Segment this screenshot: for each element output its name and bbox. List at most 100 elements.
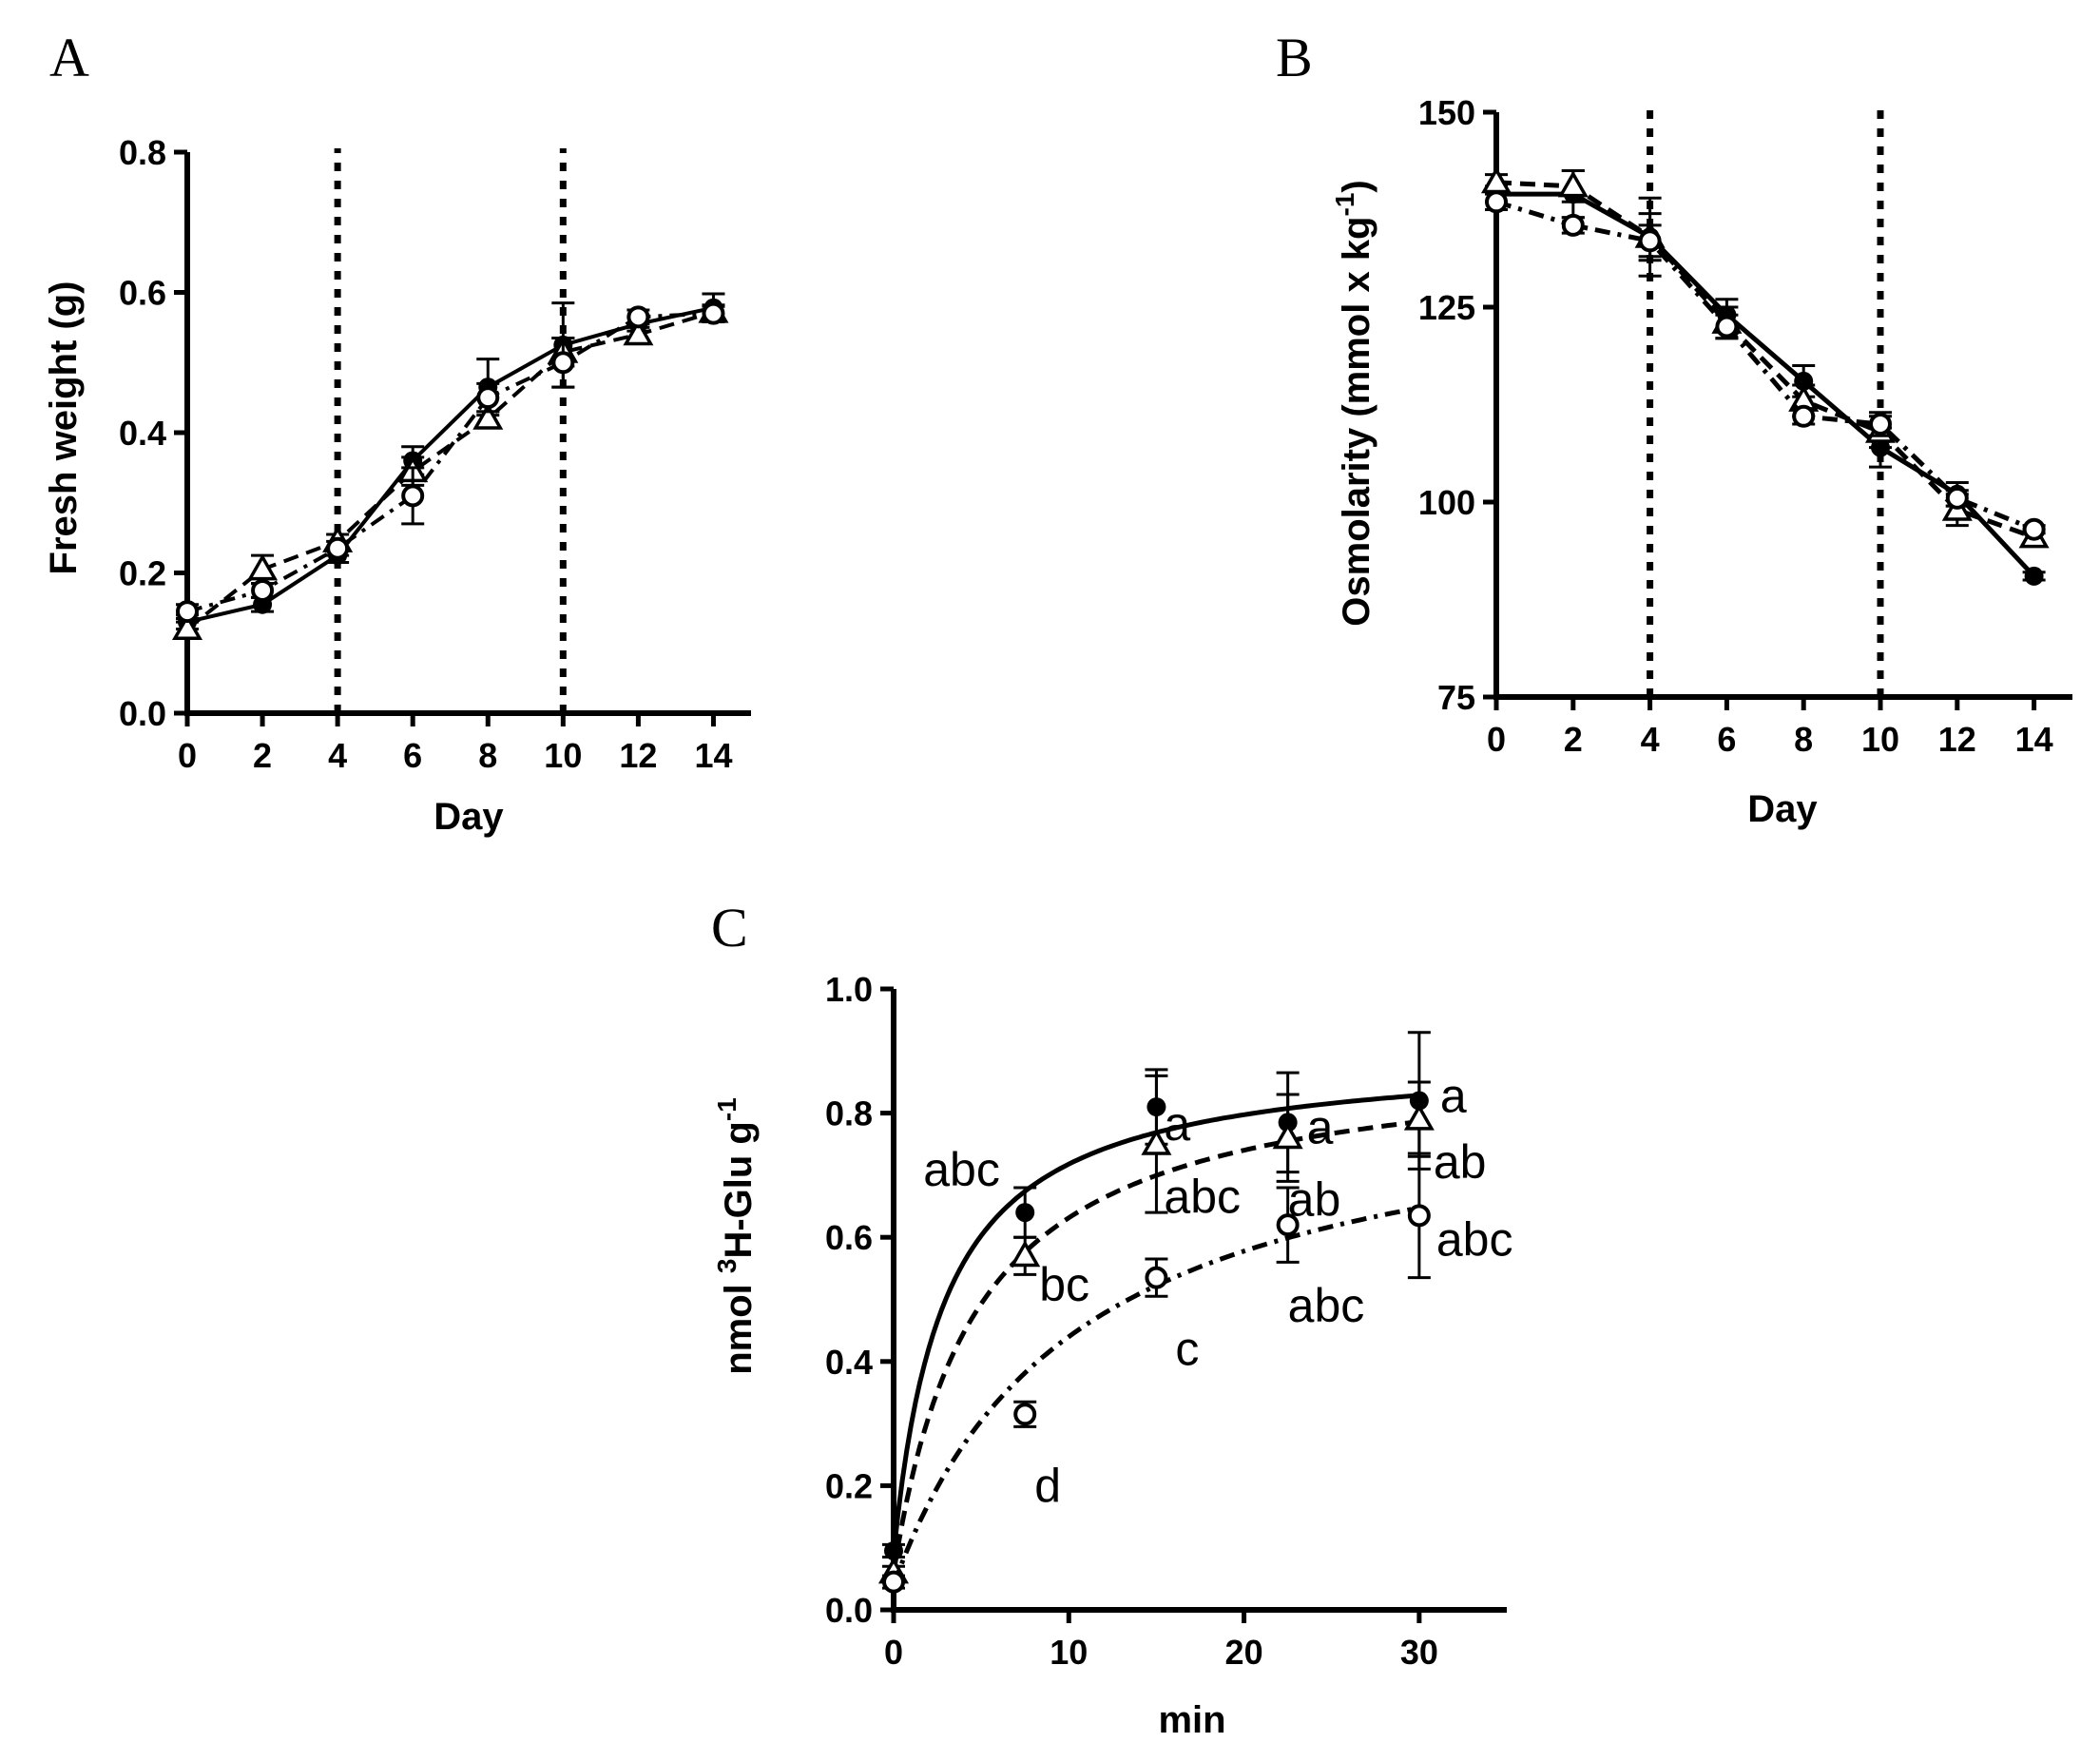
panel-a-x-tick-label: 14 — [694, 736, 732, 775]
panel-c-y-tick-label: 1.0 — [825, 970, 873, 1009]
panel-c-series-3-line — [891, 1205, 1420, 1586]
panel-a-x-tick-label: 2 — [253, 736, 272, 775]
panel-a-y-tick-label: 0.8 — [119, 133, 166, 172]
panel-b-x-tick-label: 14 — [2015, 720, 2053, 759]
panel-c-series-3-point — [882, 1570, 905, 1594]
panel-c-series-3-point — [1276, 1213, 1300, 1237]
panel-c-series-1-significance-letter: a — [1440, 1070, 1467, 1123]
panel-b-x-tick-label: 8 — [1794, 720, 1813, 759]
panel-a-y-tick-label: 0.6 — [119, 274, 166, 313]
panel-c-x-tick-label: 20 — [1225, 1633, 1263, 1672]
panel-a-x-tick-label: 4 — [328, 736, 347, 775]
panel-a-x-axis-title: Day — [433, 796, 504, 838]
panel-c-y-tick-label: 0.6 — [825, 1218, 873, 1257]
panel-c-series-1-significance-letter: a — [1307, 1100, 1334, 1153]
panel-a-x-tick-label: 8 — [478, 736, 497, 775]
panel-c-y-axis-title: nmol 3H-Glu g-1 — [712, 1097, 760, 1375]
panel-c-series-3-significance-letter: abc — [1436, 1212, 1513, 1266]
panel-c-series-2-significance-letter: bc — [1039, 1258, 1089, 1311]
panel-c-series-2-point — [1272, 1122, 1303, 1150]
panel-c-series-3: d c abc abc — [882, 1152, 1513, 1594]
panel-c-y-tick-label: 0.2 — [825, 1466, 873, 1505]
panel-c-x-tick-label: 10 — [1050, 1633, 1088, 1672]
panel-c-x-axis-title: min — [1158, 1699, 1225, 1741]
panel-b-series-2-point — [1557, 170, 1589, 198]
panel-a-y-tick-label: 0.2 — [119, 554, 166, 593]
panel-c-series-3-point — [1407, 1204, 1431, 1228]
panel-a-series-3-point — [476, 386, 500, 410]
panel-c-series-2-significance-letter: ab — [1288, 1173, 1341, 1227]
panel-c-series-2-significance-letter: ab — [1434, 1135, 1487, 1189]
panel-b-x-axis-title: Day — [1747, 788, 1818, 830]
panel-a-y-tick-label: 0.0 — [119, 694, 166, 733]
panel-a-series-2-line — [185, 310, 715, 631]
panel-b-y-tick-label: 125 — [1418, 288, 1475, 327]
panel-a-series-3-point — [401, 484, 425, 508]
panel-a-series-2-point — [247, 553, 279, 581]
panel-b-chart: B Day Osmolarity (mmol x kg-1) 751001251… — [1276, 27, 2072, 830]
panel-a-series-3-point — [176, 600, 199, 624]
panel-a-y-tick-label: 0.4 — [119, 414, 166, 453]
panel-b-series-3-line — [1495, 199, 2035, 532]
panel-c-series-3-significance-letter: abc — [1288, 1279, 1365, 1332]
panel-a-series-3-point — [626, 305, 650, 329]
panel-a-series-2-point — [472, 402, 504, 430]
panel-b-y-tick-label: 100 — [1418, 483, 1475, 522]
panel-a-series-1-line — [186, 305, 714, 625]
panel-b-series-3 — [1485, 190, 2046, 541]
panel-b-x-tick-label: 6 — [1717, 720, 1736, 759]
panel-a-x-tick-label: 10 — [544, 736, 582, 775]
panel-c-series-3-point — [1145, 1266, 1168, 1289]
panel-c-y-tick-label: 0.0 — [825, 1591, 873, 1630]
panel-b-y-tick-label: 75 — [1437, 678, 1475, 717]
panel-c-series-3-point — [1013, 1403, 1037, 1426]
panel-b-x-tick-label: 10 — [1861, 720, 1899, 759]
panel-b-y-tick-label: 150 — [1418, 93, 1475, 132]
panel-c-series-3-significance-letter: c — [1175, 1323, 1199, 1376]
panel-a-y-axis-title: Fresh weight (g) — [43, 281, 85, 575]
panel-b-y-axis-title: Osmolarity (mmol x kg-1) — [1330, 180, 1378, 626]
panel-a-series-3-point — [251, 578, 275, 602]
panel-a-series-2-point — [623, 319, 654, 346]
panel-c-series-1-significance-letter: a — [1164, 1097, 1190, 1151]
panel-b-series-3-point — [1792, 404, 1816, 428]
panel-c-chart: C min nmol 3H-Glu g-1 0.0 0.2 0.4 0.6 0.8 1.0… — [711, 897, 1512, 1741]
panel-a-series-3-line — [186, 311, 714, 614]
panel-c-letter: C — [711, 897, 748, 958]
panel-c-series-2-point — [1141, 1128, 1172, 1155]
panel-b-letter: B — [1276, 27, 1313, 88]
panel-b-x-tick-label: 4 — [1641, 720, 1660, 759]
panel-b-series-3-point — [1715, 315, 1739, 339]
panel-a-series-3 — [176, 301, 725, 624]
panel-c-x-tick-label: 0 — [884, 1633, 903, 1672]
panel-c-series-3-significance-letter: d — [1034, 1459, 1061, 1512]
panel-c-series-2-point — [1010, 1240, 1041, 1268]
panel-a-series-3-point — [326, 536, 350, 560]
panel-a-letter: A — [49, 27, 89, 88]
panel-a-series-2-point — [171, 612, 203, 640]
panel-a-x-tick-label: 12 — [619, 736, 657, 775]
panel-c-series-1-point — [1015, 1203, 1035, 1223]
panel-c-y-tick-label: 0.8 — [825, 1094, 873, 1133]
panel-c-series-2-significance-letter: abc — [1164, 1170, 1241, 1223]
panel-a-series-3-point — [702, 301, 725, 325]
panel-b-series-3-point — [1561, 213, 1585, 237]
panel-b-series-3-point — [1945, 486, 1969, 510]
panel-b-x-tick-label: 2 — [1564, 720, 1583, 759]
panel-b-series-2-line — [1495, 180, 2035, 540]
panel-b-x-tick-label: 0 — [1487, 720, 1506, 759]
panel-b-series-3-point — [2022, 517, 2046, 541]
panel-a-chart: A Day Fresh weight (g) 0.0 0.2 0.4 0.6 0.8 0 2… — [43, 27, 751, 838]
panel-b-x-tick-label: 12 — [1938, 720, 1976, 759]
panel-c-y-tick-label: 0.4 — [825, 1343, 873, 1382]
panel-c-series-1-significance-letter: abc — [923, 1143, 1000, 1196]
panel-a-x-tick-label: 0 — [178, 736, 197, 775]
panel-b-series-1-point — [2024, 566, 2044, 586]
panel-b-series-3-point — [1485, 190, 1508, 214]
panel-c-x-tick-label: 30 — [1400, 1633, 1438, 1672]
panel-b-series-3-point — [1638, 229, 1662, 253]
panel-c-series-2-point — [1403, 1103, 1435, 1131]
